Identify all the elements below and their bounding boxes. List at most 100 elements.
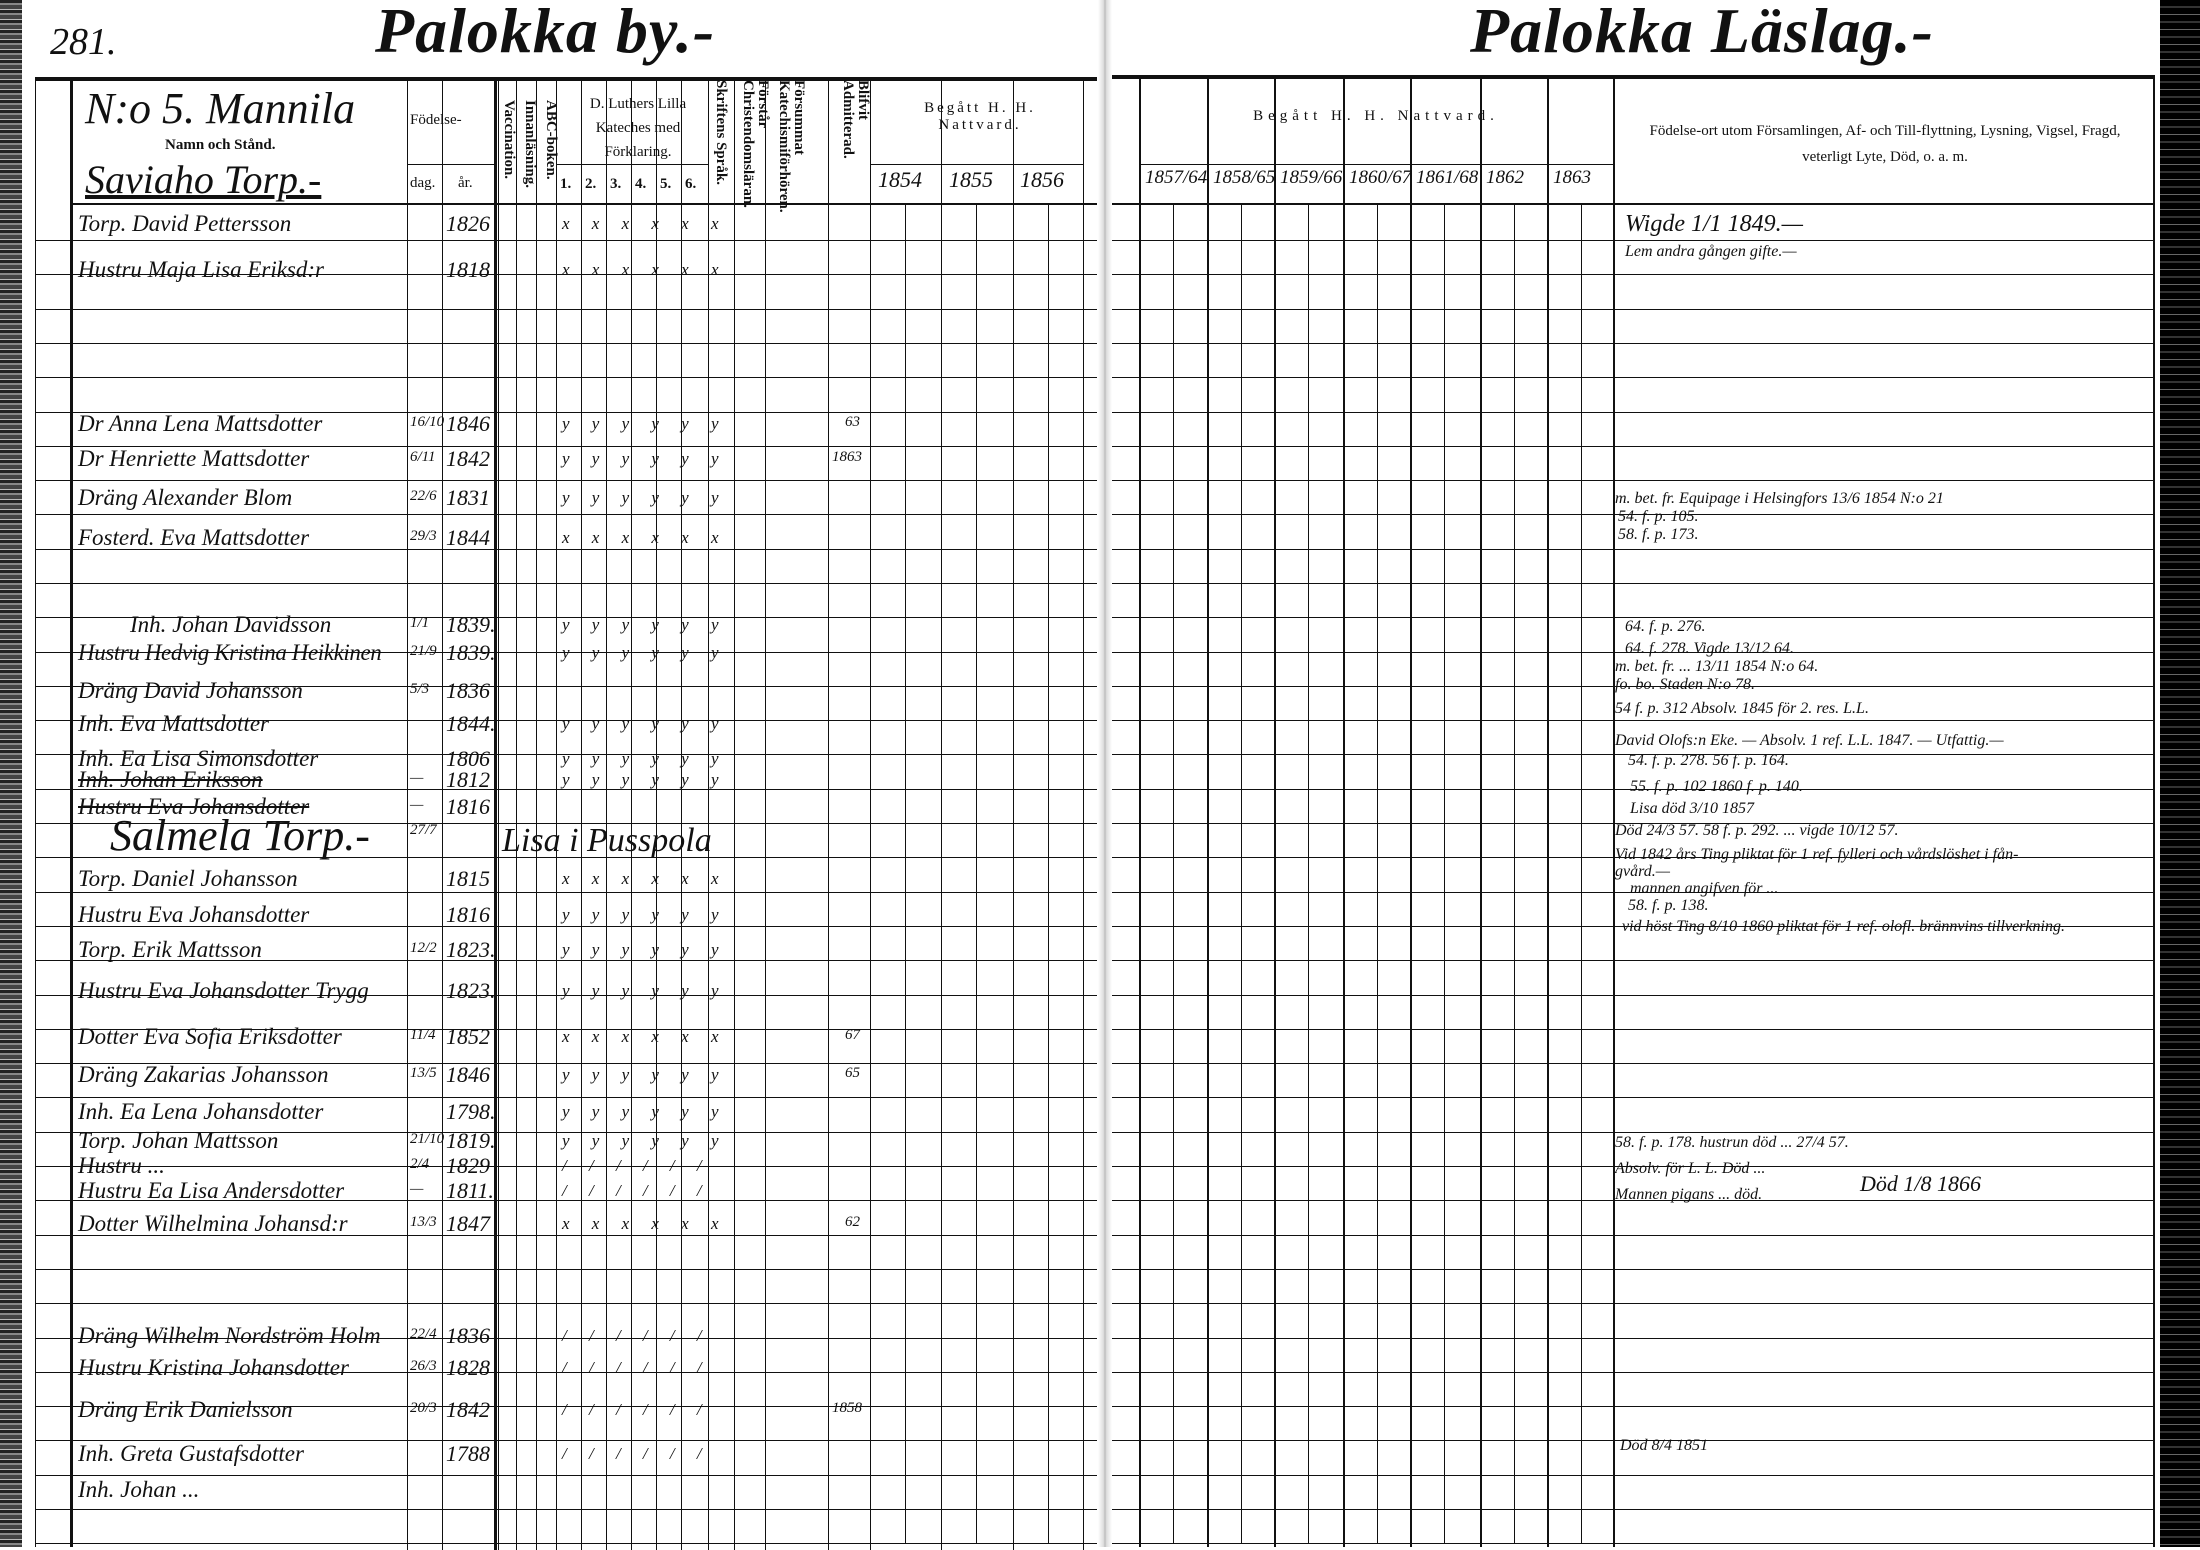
scripture-header: Skriftens Språk. bbox=[713, 80, 729, 186]
sub-column-rule bbox=[1514, 203, 1515, 1543]
remark-text: Död 24/3 57. 58 f. p. 292. ... vigde 10/… bbox=[1615, 822, 1899, 839]
page-number: 281. bbox=[50, 21, 117, 63]
column-rule bbox=[2153, 77, 2155, 1547]
column-rule bbox=[1547, 77, 1549, 1547]
remark-text: 55. f. p. 102 1860 f. p. 140. bbox=[1630, 778, 1803, 795]
remark-text: 64. f. 278. Vigde 13/12 64. bbox=[1625, 640, 1795, 657]
remark-text: 54. f. p. 278. 56 f. p. 164. bbox=[1628, 752, 1789, 769]
row-rule bbox=[1112, 686, 2155, 687]
row-rule bbox=[35, 652, 1097, 653]
catechism-marks: x x x x x x bbox=[562, 260, 728, 279]
person-name: Dräng Wilhelm Nordström Holm bbox=[78, 1323, 381, 1348]
person-name: Torp. Erik Mattsson bbox=[78, 937, 262, 962]
birth-day: 20/3 bbox=[410, 1400, 437, 1416]
remark-text: m. bet. fr. Equipage i Helsingfors 13/6 … bbox=[1615, 490, 1944, 507]
remark-text: m. bet. fr. ... 13/11 1854 N:o 64. bbox=[1615, 658, 1819, 675]
person-name: Hustru ... bbox=[78, 1153, 165, 1178]
row-rule bbox=[1112, 549, 2155, 550]
remark-text: 58. f. p. 138. bbox=[1628, 897, 1709, 914]
row-rule bbox=[35, 720, 1097, 721]
column-rule bbox=[765, 80, 766, 1550]
remark-text: Lisa död 3/10 1857 bbox=[1630, 800, 1755, 817]
admitted-year: 1863 bbox=[832, 449, 862, 465]
birth-day: 16/10 bbox=[410, 414, 445, 430]
row-rule bbox=[1112, 583, 2155, 584]
missed-header: Försummat Katechismiförhören. bbox=[776, 80, 807, 213]
person-name: Fosterd. Eva Mattsdotter bbox=[78, 525, 310, 550]
catechism-marks: y y y y y y bbox=[562, 770, 728, 789]
row-rule bbox=[35, 343, 1097, 344]
person-name: Hustru Hedvig Kristina Heikkinen bbox=[78, 640, 382, 665]
row-rule bbox=[35, 1029, 1097, 1030]
row-rule bbox=[1112, 1132, 2155, 1133]
catechism-marks: x x x x x x bbox=[562, 1214, 728, 1233]
catechism-marks: y y y y y y bbox=[562, 1102, 728, 1121]
catechism-marks: y y y y y y bbox=[562, 449, 728, 468]
row-rule bbox=[35, 446, 1097, 447]
column-rule bbox=[941, 80, 942, 1550]
admitted-year: 63 bbox=[845, 414, 860, 430]
row-rule bbox=[35, 514, 1097, 515]
admitted-year: 67 bbox=[845, 1027, 860, 1043]
remark-text: 54. f. p. 105. bbox=[1618, 508, 1699, 525]
remark-text: Lem andra gången gifte.— bbox=[1625, 243, 1797, 260]
row-rule bbox=[35, 1372, 1097, 1373]
catechism-marks: x x x x x x bbox=[562, 869, 728, 888]
column-rule bbox=[656, 80, 657, 1550]
birth-day: 5/3 bbox=[410, 681, 430, 697]
person-name: Hustru Eva Johansdotter bbox=[78, 794, 310, 819]
catechism-marks: y y y y y y bbox=[562, 615, 728, 634]
row-rule bbox=[1112, 1475, 2155, 1476]
row-rule bbox=[1112, 789, 2155, 790]
birth-day: — bbox=[410, 797, 424, 813]
person-name: Inh. Johan Davidsson bbox=[130, 612, 332, 637]
row-rule bbox=[1112, 754, 2155, 755]
row-rule bbox=[1112, 1543, 2155, 1544]
row-rule bbox=[35, 1166, 1097, 1167]
person-name: Dräng Erik Danielsson bbox=[78, 1397, 293, 1422]
birth-year-header: år. bbox=[458, 175, 473, 191]
person-name: Dotter Wilhelmina Johansd:r bbox=[78, 1211, 348, 1236]
row-rule bbox=[1112, 274, 2155, 275]
person-name: Hustru Maja Lisa Eriksd:r bbox=[78, 257, 324, 282]
right-communion-year: 1857/64 bbox=[1145, 167, 1208, 188]
remark-text: fo. bo. Staden N:o 78. bbox=[1615, 676, 1755, 693]
row-rule bbox=[1112, 1269, 2155, 1270]
person-name: Hustru Kristina Johansdotter bbox=[78, 1355, 349, 1380]
name-column-header: Namn och Stånd. bbox=[165, 137, 276, 153]
person-name: Inh. Johan Eriksson bbox=[78, 767, 263, 792]
birth-year: 1798. bbox=[446, 1099, 496, 1124]
row-rule bbox=[1112, 1029, 2155, 1030]
sub-column-rule bbox=[1241, 203, 1242, 1543]
birth-year: 1842 bbox=[446, 1397, 490, 1422]
column-rule bbox=[442, 80, 443, 1550]
birth-day: 22/4 bbox=[410, 1326, 437, 1342]
row-rule bbox=[35, 823, 1097, 824]
row-rule bbox=[35, 789, 1097, 790]
sub-column-rule bbox=[976, 203, 977, 1543]
column-rule bbox=[35, 77, 36, 1547]
row-rule bbox=[35, 1406, 1097, 1407]
person-name: Dr Anna Lena Mattsdotter bbox=[78, 411, 323, 436]
remark-text: 58. f. p. 173. bbox=[1618, 526, 1699, 543]
row-rule bbox=[1112, 1063, 2155, 1064]
row-rule bbox=[35, 1235, 1097, 1236]
birth-year: 1852 bbox=[446, 1024, 490, 1049]
catechism-marks: y y y y y y bbox=[562, 749, 728, 768]
person-name: Torp. Daniel Johansson bbox=[78, 866, 298, 891]
row-rule bbox=[1112, 1235, 2155, 1236]
column-rule bbox=[1139, 77, 1141, 1547]
person-name: Dräng David Johansson bbox=[78, 678, 303, 703]
birth-day: — bbox=[410, 770, 424, 786]
birth-day: 26/3 bbox=[410, 1358, 437, 1374]
birth-year: 1819. bbox=[446, 1128, 496, 1153]
birth-day: 13/3 bbox=[410, 1214, 437, 1230]
birth-day: 12/2 bbox=[410, 940, 437, 956]
header-rule bbox=[407, 164, 497, 165]
birth-day: 29/3 bbox=[410, 528, 437, 544]
birth-day: 2/4 bbox=[410, 1156, 430, 1172]
row-rule bbox=[1112, 1097, 2155, 1098]
sub-column-rule bbox=[905, 203, 906, 1543]
right-communion-year: 1861/68 bbox=[1416, 167, 1479, 188]
row-rule bbox=[1112, 926, 2155, 927]
